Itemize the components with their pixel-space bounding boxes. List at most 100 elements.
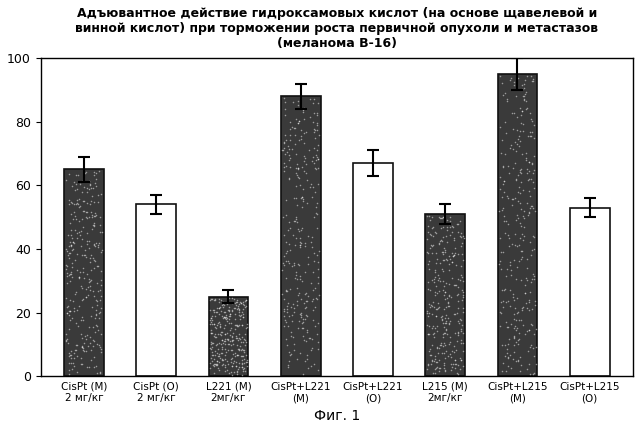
- Point: [225, 327, 236, 334]
- Point: [512, 242, 522, 249]
- Point: [91, 239, 101, 246]
- Point: [237, 353, 247, 359]
- Point: [237, 321, 247, 328]
- Point: [85, 201, 95, 208]
- Point: [62, 280, 72, 287]
- Point: [454, 355, 465, 362]
- Point: [280, 106, 290, 113]
- Point: [230, 304, 240, 311]
- Point: [283, 300, 293, 307]
- Point: [90, 242, 100, 249]
- Point: [451, 261, 461, 268]
- Point: [508, 355, 518, 362]
- Point: [301, 355, 312, 362]
- Point: [65, 297, 75, 304]
- Point: [445, 255, 455, 262]
- Point: [64, 359, 74, 366]
- Point: [528, 205, 538, 212]
- Point: [428, 276, 438, 283]
- Point: [525, 116, 536, 123]
- Point: [239, 347, 249, 354]
- Point: [68, 360, 78, 367]
- Point: [495, 185, 505, 192]
- Point: [207, 316, 217, 323]
- Point: [506, 195, 516, 202]
- Point: [206, 295, 216, 302]
- Point: [68, 354, 79, 361]
- Point: [232, 333, 242, 340]
- Point: [211, 361, 221, 368]
- Point: [206, 341, 216, 347]
- Point: [228, 330, 238, 337]
- Point: [65, 255, 75, 261]
- Point: [441, 317, 451, 324]
- Point: [456, 357, 466, 364]
- Point: [234, 311, 244, 318]
- Point: [432, 290, 442, 297]
- Point: [516, 317, 526, 324]
- Point: [438, 319, 449, 326]
- Point: [213, 320, 223, 327]
- Point: [238, 299, 248, 306]
- Point: [89, 199, 99, 206]
- Point: [216, 296, 226, 303]
- Point: [232, 345, 243, 352]
- Point: [86, 276, 97, 283]
- Point: [524, 298, 534, 305]
- Point: [313, 345, 323, 352]
- Point: [93, 242, 104, 249]
- Point: [518, 237, 528, 243]
- Point: [504, 242, 514, 249]
- Point: [519, 80, 529, 87]
- Point: [90, 209, 100, 216]
- Point: [447, 258, 457, 265]
- Point: [508, 126, 518, 132]
- Point: [289, 304, 299, 311]
- Point: [513, 357, 524, 364]
- Point: [525, 343, 535, 350]
- Point: [72, 369, 82, 376]
- Point: [302, 176, 312, 183]
- Point: [70, 212, 81, 219]
- Point: [444, 303, 454, 310]
- Point: [89, 221, 99, 228]
- Point: [297, 319, 307, 326]
- Point: [81, 254, 91, 261]
- Bar: [64, 169, 104, 376]
- Point: [300, 304, 310, 311]
- Point: [291, 242, 301, 249]
- Point: [429, 268, 440, 275]
- Point: [222, 358, 232, 365]
- Point: [66, 359, 76, 366]
- Point: [79, 348, 89, 355]
- Point: [280, 132, 290, 138]
- Point: [96, 349, 106, 356]
- Point: [88, 293, 99, 300]
- Point: [495, 308, 506, 315]
- Point: [529, 185, 539, 192]
- Point: [511, 147, 521, 154]
- Point: [241, 352, 251, 359]
- Point: [529, 135, 539, 141]
- Point: [513, 309, 524, 316]
- Point: [437, 315, 447, 322]
- Point: [440, 311, 451, 318]
- Point: [205, 315, 216, 322]
- Point: [513, 75, 524, 82]
- Point: [520, 106, 531, 113]
- Point: [428, 242, 438, 249]
- X-axis label: Фиг. 1: Фиг. 1: [314, 409, 360, 423]
- Point: [83, 241, 93, 248]
- Point: [216, 349, 227, 356]
- Point: [220, 367, 230, 374]
- Point: [429, 304, 440, 310]
- Point: [217, 302, 227, 309]
- Bar: [353, 163, 393, 376]
- Point: [298, 107, 308, 114]
- Point: [234, 364, 244, 371]
- Point: [61, 336, 71, 343]
- Point: [313, 180, 323, 187]
- Point: [312, 154, 322, 160]
- Point: [452, 310, 462, 317]
- Point: [305, 335, 316, 342]
